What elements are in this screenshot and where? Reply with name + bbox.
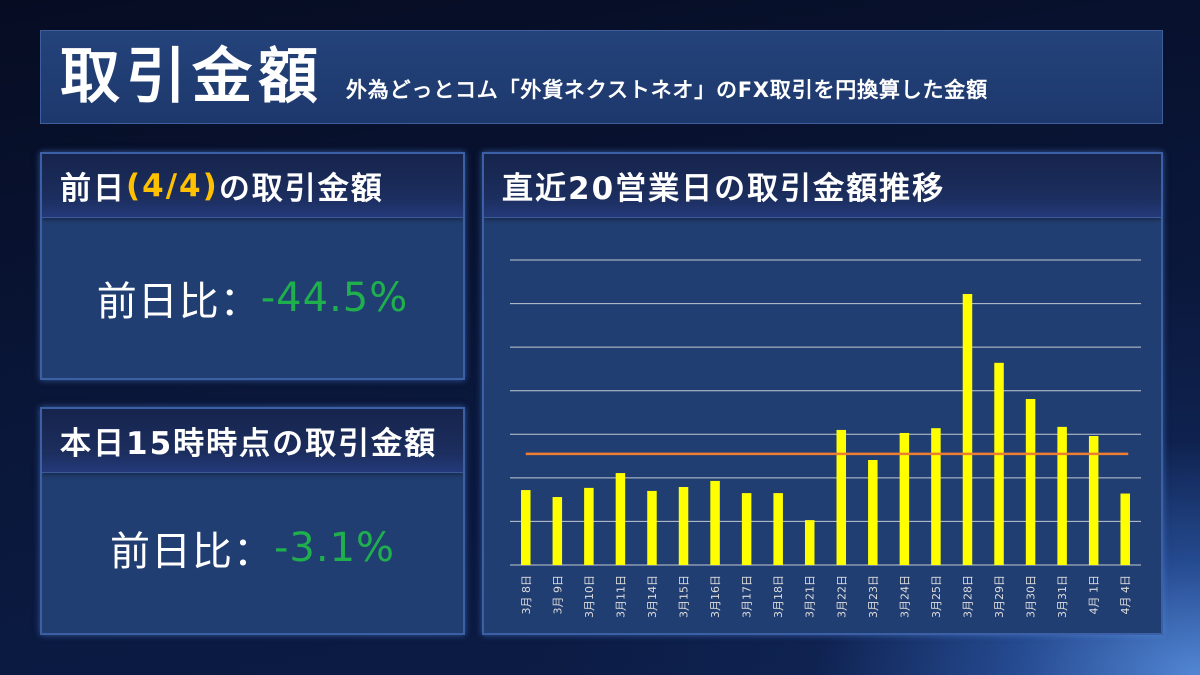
bar bbox=[836, 429, 847, 565]
x-tick-label: 3月17日 bbox=[741, 575, 754, 618]
x-tick-label: 3月 9日 bbox=[551, 575, 564, 615]
x-tick-label: 3月 8日 bbox=[520, 575, 533, 615]
today-panel-header: 本日15時時点の取引金額 bbox=[42, 409, 463, 473]
x-tick-label: 3月22日 bbox=[835, 575, 848, 618]
bar bbox=[615, 473, 626, 565]
today-panel-body: 前日比： -3.1% bbox=[42, 473, 463, 633]
bar bbox=[868, 459, 878, 565]
x-tick-label: 3月15日 bbox=[678, 575, 691, 618]
chart-panel: 直近20営業日の取引金額推移 3月 8日 3月 9日 3月10日 3月11日 3月14日… bbox=[482, 152, 1163, 635]
bar bbox=[931, 428, 941, 565]
today-change-label: 前日比： bbox=[109, 529, 274, 575]
prev-day-panel-body: 前日比： -44.5% bbox=[42, 218, 463, 378]
x-tick-label: 3月30日 bbox=[1025, 575, 1038, 618]
bar bbox=[552, 497, 563, 565]
prev-day-change-label: 前日比： bbox=[96, 279, 261, 325]
bar-chart: 3月 8日 3月 9日 3月10日 3月11日 3月14日 3月15日 3月16日 3月17日… bbox=[510, 259, 1141, 618]
x-tick-label: 3月11日 bbox=[614, 575, 627, 618]
bar bbox=[994, 362, 1004, 565]
x-tick-label: 3月29日 bbox=[993, 575, 1006, 618]
x-tick-label: 3月21日 bbox=[804, 575, 817, 618]
today-panel: 本日15時時点の取引金額 前日比： -3.1% bbox=[40, 407, 465, 635]
bar bbox=[1120, 493, 1130, 565]
x-tick-label: 3月10日 bbox=[583, 575, 596, 618]
bar bbox=[1088, 436, 1099, 565]
prev-day-panel-header: 前日 (4/4) の取引金額 bbox=[42, 154, 463, 218]
bar bbox=[584, 487, 594, 565]
prev-day-title-suffix: の取引金額 bbox=[218, 171, 384, 207]
x-tick-label: 4月 4日 bbox=[1119, 575, 1132, 615]
x-tick-label: 3月31日 bbox=[1056, 575, 1069, 618]
prev-day-panel: 前日 (4/4) の取引金額 前日比： -44.5% bbox=[40, 152, 465, 380]
bar bbox=[1025, 398, 1036, 565]
prev-day-title-date: (4/4) bbox=[126, 167, 219, 204]
x-tick-label: 3月23日 bbox=[867, 575, 880, 618]
x-tick-label: 3月25日 bbox=[930, 575, 943, 618]
bar bbox=[710, 480, 720, 565]
title-banner: 取引金額 外為どっとコム「外貨ネクストネオ」のFX取引を円換算した金額 bbox=[40, 30, 1163, 124]
bar bbox=[773, 493, 783, 565]
bar bbox=[899, 432, 910, 565]
chart-panel-header: 直近20営業日の取引金額推移 bbox=[484, 154, 1161, 218]
x-tick-label: 3月24日 bbox=[898, 575, 911, 618]
x-tick-label: 3月14日 bbox=[646, 575, 659, 618]
prev-day-title-prefix: 前日 bbox=[60, 171, 126, 207]
prev-day-change-value: -44.5% bbox=[260, 275, 409, 321]
bar bbox=[804, 520, 815, 565]
today-title: 本日15時時点の取引金額 bbox=[60, 426, 438, 462]
page-title: 取引金額 bbox=[60, 42, 324, 112]
bar bbox=[678, 487, 689, 565]
bar bbox=[741, 493, 752, 565]
bar bbox=[962, 293, 973, 565]
bar bbox=[1057, 426, 1067, 565]
bar bbox=[647, 490, 657, 565]
page-subtitle: 外為どっとコム「外貨ネクストネオ」のFX取引を円換算した金額 bbox=[346, 78, 988, 102]
x-tick-label: 4月 1日 bbox=[1088, 575, 1101, 615]
x-tick-label: 3月28日 bbox=[961, 575, 974, 618]
bar bbox=[521, 490, 531, 565]
x-tick-label: 3月16日 bbox=[709, 575, 722, 618]
chart-title: 直近20営業日の取引金額推移 bbox=[502, 171, 946, 207]
title-row: 取引金額 外為どっとコム「外貨ネクストネオ」のFX取引を円換算した金額 bbox=[60, 47, 988, 107]
today-change-value: -3.1% bbox=[273, 525, 396, 571]
x-tick-label: 3月18日 bbox=[772, 575, 785, 618]
